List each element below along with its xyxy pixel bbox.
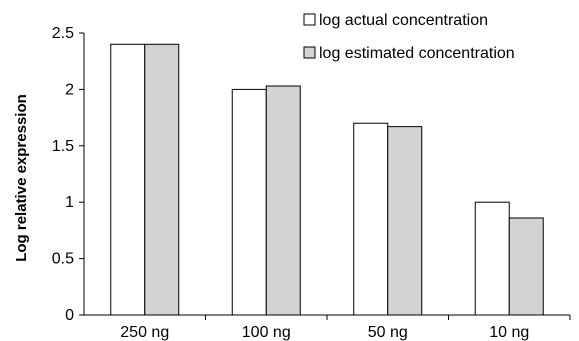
bar-estimated [144,43,180,316]
bar-actual [110,43,146,316]
legend-label-actual: log actual concentration [319,12,488,29]
y-tick-label: 0 [65,307,74,324]
legend: log actual concentration log estimated c… [303,12,515,62]
bar-actual [353,122,389,316]
bar-actual [474,201,510,316]
x-tick-label: 10 ng [489,324,529,341]
y-tick-label: 0.5 [52,251,74,268]
y-tick-label: 1.5 [52,138,74,155]
x-tick-label: 250 ng [120,324,169,341]
bar-estimated [508,217,544,316]
y-axis-label: Log relative expression [13,94,30,262]
x-tick-label: 50 ng [368,324,408,341]
legend-swatch-estimated [303,46,316,59]
legend-label-estimated: log estimated concentration [319,45,515,62]
bar-estimated [265,85,301,316]
y-tick-label: 2.5 [52,25,74,42]
y-tick-label: 1 [65,194,74,211]
x-tick-label: 100 ng [242,324,291,341]
plot-area: 0 0.5 1 1.5 2 2.5 250 ng 100 ng 50 ng 10 ng [52,25,571,341]
y-tick-label: 2 [65,81,74,98]
bar-actual [231,88,267,316]
legend-swatch-actual [303,13,316,26]
bar-estimated [387,126,423,316]
